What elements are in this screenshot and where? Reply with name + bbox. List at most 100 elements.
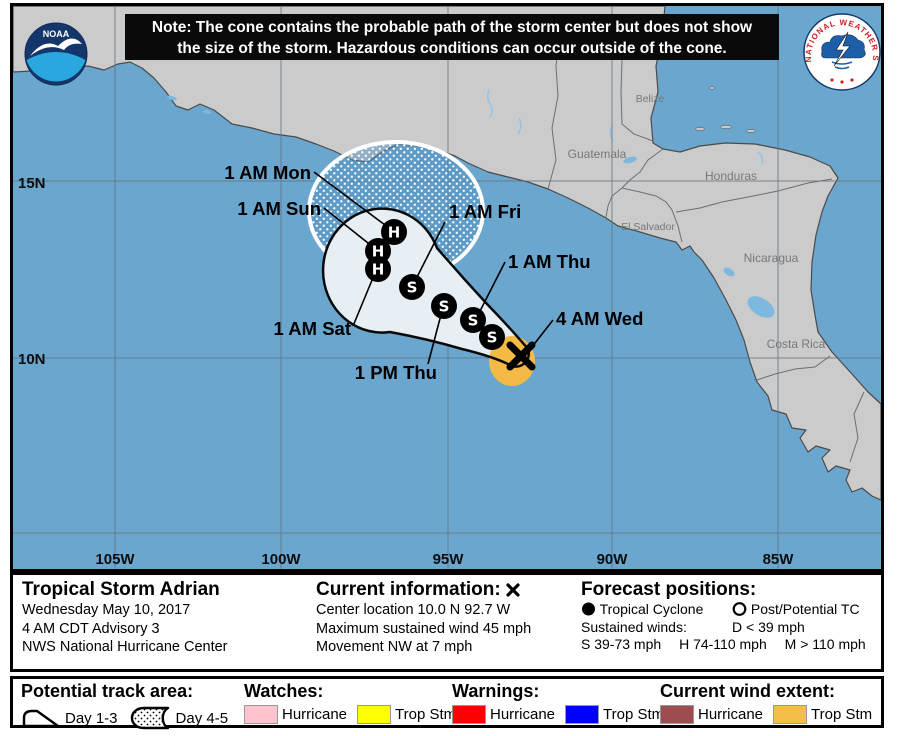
hurricane-watch-swatch: [244, 705, 278, 724]
potential-track-area-heading: Potential track area:: [21, 681, 194, 701]
svg-text:10N: 10N: [18, 351, 46, 368]
current-position-x-icon: [506, 341, 536, 371]
issuing-agency: NWS National Hurricane Center: [22, 639, 228, 655]
longitude-labels: 105W 100W 95W 90W 85W: [95, 551, 794, 568]
track-point-markers: H H H S S S S: [365, 219, 505, 350]
svg-text:Nicaragua: Nicaragua: [744, 251, 799, 265]
post-potential-tc-label: Post/Potential TC: [750, 601, 860, 617]
svg-text:90W: 90W: [597, 551, 629, 568]
svg-text:Belize: Belize: [636, 93, 665, 105]
svg-text:Costa Rica: Costa Rica: [767, 337, 826, 351]
watches-heading: Watches:: [244, 681, 324, 701]
svg-text:85W: 85W: [763, 551, 795, 568]
current-info-heading-text: Current information:: [316, 579, 501, 600]
country-borders: [547, 39, 865, 463]
wind-extent-items: Hurricane Trop Stm: [660, 705, 882, 724]
wind-category-h: H 74-110 mph: [679, 636, 767, 652]
svg-text:1 AM Sun: 1 AM Sun: [237, 198, 321, 219]
cone-day13-outline: [321, 207, 531, 368]
position-symbols-row: Tropical Cyclone Post/Potential TC: [581, 601, 866, 619]
note-line-1: Note: The cone contains the probable pat…: [151, 19, 753, 36]
warnings-items: Hurricane Trop Stm: [452, 705, 674, 724]
movement: Movement NW at 7 mph: [316, 639, 473, 655]
noaa-logo-sea: [26, 52, 86, 82]
svg-text:S: S: [468, 312, 479, 330]
noaa-logo: NOAA: [24, 22, 88, 86]
forecast-positions-column: Forecast positions: Tropical Cyclone Pos…: [581, 579, 866, 654]
wind-categories-row: S 39-73 mph H 74-110 mph M > 110 mph: [581, 636, 866, 654]
warnings-heading: Warnings:: [452, 681, 540, 701]
tropical-cyclone-dot-icon: [582, 602, 595, 616]
hurricane-warning-swatch: [452, 705, 486, 724]
svg-text:El Salvador: El Salvador: [621, 221, 675, 233]
noaa-logo-text: NOAA: [43, 29, 70, 39]
svg-text:1 AM Mon: 1 AM Mon: [224, 162, 311, 183]
landmass-mexico-central-america: [13, 6, 881, 501]
sustained-winds-row: Sustained winds: D < 39 mph: [581, 619, 866, 637]
wind-category-d: D < 39 mph: [732, 618, 805, 635]
trop-storm-watch-label: Trop Stm: [395, 706, 457, 723]
day-4-5-label: Day 4-5: [175, 709, 229, 727]
tropical-cyclone-label: Tropical Cyclone: [599, 601, 704, 617]
nws-logo: NATIONAL WEATHER SERVICE: [802, 12, 881, 91]
svg-text:100W: 100W: [261, 551, 301, 568]
warnings-group: Warnings: Hurricane Trop Stm: [452, 681, 664, 724]
advisory-number: 4 AM CDT Advisory 3: [22, 620, 160, 637]
day-4-5-cone-icon: [130, 706, 169, 730]
track-time-labels: 1 AM Mon 1 AM Sun 1 AM Sat 1 AM Fri 1 AM…: [224, 162, 643, 383]
hurricane-watch-label: Hurricane: [282, 706, 348, 723]
trop-storm-watch-swatch: [357, 705, 392, 724]
legend-panel: Potential track area: Day 1-3: [10, 676, 884, 731]
current-info-heading: Current information:: [316, 579, 531, 601]
watches-items: Hurricane Trop Stm: [244, 705, 466, 724]
current-position-x-icon: [506, 583, 520, 597]
svg-text:1 AM Fri: 1 AM Fri: [449, 201, 521, 222]
info-panel: Tropical Storm Adrian Wednesday May 10, …: [10, 572, 884, 672]
wind-category-m: M > 110 mph: [784, 636, 866, 652]
latitude-labels: 15N 10N: [18, 175, 46, 368]
map-box: H H H S S S S 1 AM Mon 1 AM Sun 1 AM Sat…: [10, 3, 884, 572]
trop-storm-warning-label: Trop Stm: [603, 706, 665, 723]
noaa-bird-icon: [30, 38, 82, 56]
map-canvas: H H H S S S S 1 AM Mon 1 AM Sun 1 AM Sat…: [13, 6, 881, 569]
svg-text:H: H: [388, 224, 401, 242]
lakes: [167, 95, 775, 318]
trop-storm-wind-extent-swatch: [773, 705, 808, 724]
advisory-date: Wednesday May 10, 2017: [22, 602, 191, 618]
wind-category-s: S 39-73 mph: [581, 636, 662, 652]
potential-track-area-items: Day 1-3 Day 4-5: [21, 705, 238, 731]
wind-extent-heading: Current wind extent:: [660, 681, 836, 701]
center-location: Center location 10.0 N 92.7 W: [316, 602, 511, 618]
watches-group: Watches: Hurricane Trop Stm: [244, 681, 456, 724]
wind-extent-group: Current wind extent: Hurricane Trop Stm: [660, 681, 872, 724]
hurricane-warning-label: Hurricane: [490, 706, 556, 723]
svg-text:Honduras: Honduras: [705, 169, 757, 183]
nws-lightning-icon: [833, 31, 851, 67]
current-info-column: Current information: Center location 10.…: [316, 579, 531, 657]
post-potential-tc-item: Post/Potential TC: [732, 601, 860, 619]
svg-text:Guatemala: Guatemala: [568, 147, 627, 161]
svg-text:1 AM Thu: 1 AM Thu: [508, 251, 591, 272]
svg-text:1 PM Thu: 1 PM Thu: [355, 362, 437, 383]
svg-text:S: S: [407, 279, 418, 297]
forecast-positions-heading: Forecast positions:: [581, 579, 757, 600]
day-1-3-cone-icon: [22, 709, 60, 728]
sustained-winds-label: Sustained winds:: [581, 618, 687, 635]
svg-text:105W: 105W: [95, 551, 135, 568]
svg-text:S: S: [439, 298, 450, 316]
svg-text:S: S: [487, 329, 498, 347]
hurricane-wind-extent-label: Hurricane: [698, 706, 764, 723]
day-1-3-label: Day 1-3: [65, 709, 118, 727]
country-labels: Belize Guatemala Honduras El Salvador Ni…: [568, 93, 826, 351]
max-sustained-wind: Maximum sustained wind 45 mph: [316, 620, 532, 637]
trop-storm-warning-swatch: [565, 705, 600, 724]
post-potential-tc-circle-icon: [732, 602, 747, 616]
svg-text:95W: 95W: [433, 551, 465, 568]
svg-text:H: H: [372, 261, 385, 279]
note-banner: Note: The cone contains the probable pat…: [125, 14, 779, 60]
svg-text:H: H: [372, 243, 385, 261]
rivers: [487, 89, 764, 165]
storm-summary-column: Tropical Storm Adrian Wednesday May 10, …: [22, 579, 228, 657]
hurricane-wind-extent-swatch: [660, 705, 694, 724]
